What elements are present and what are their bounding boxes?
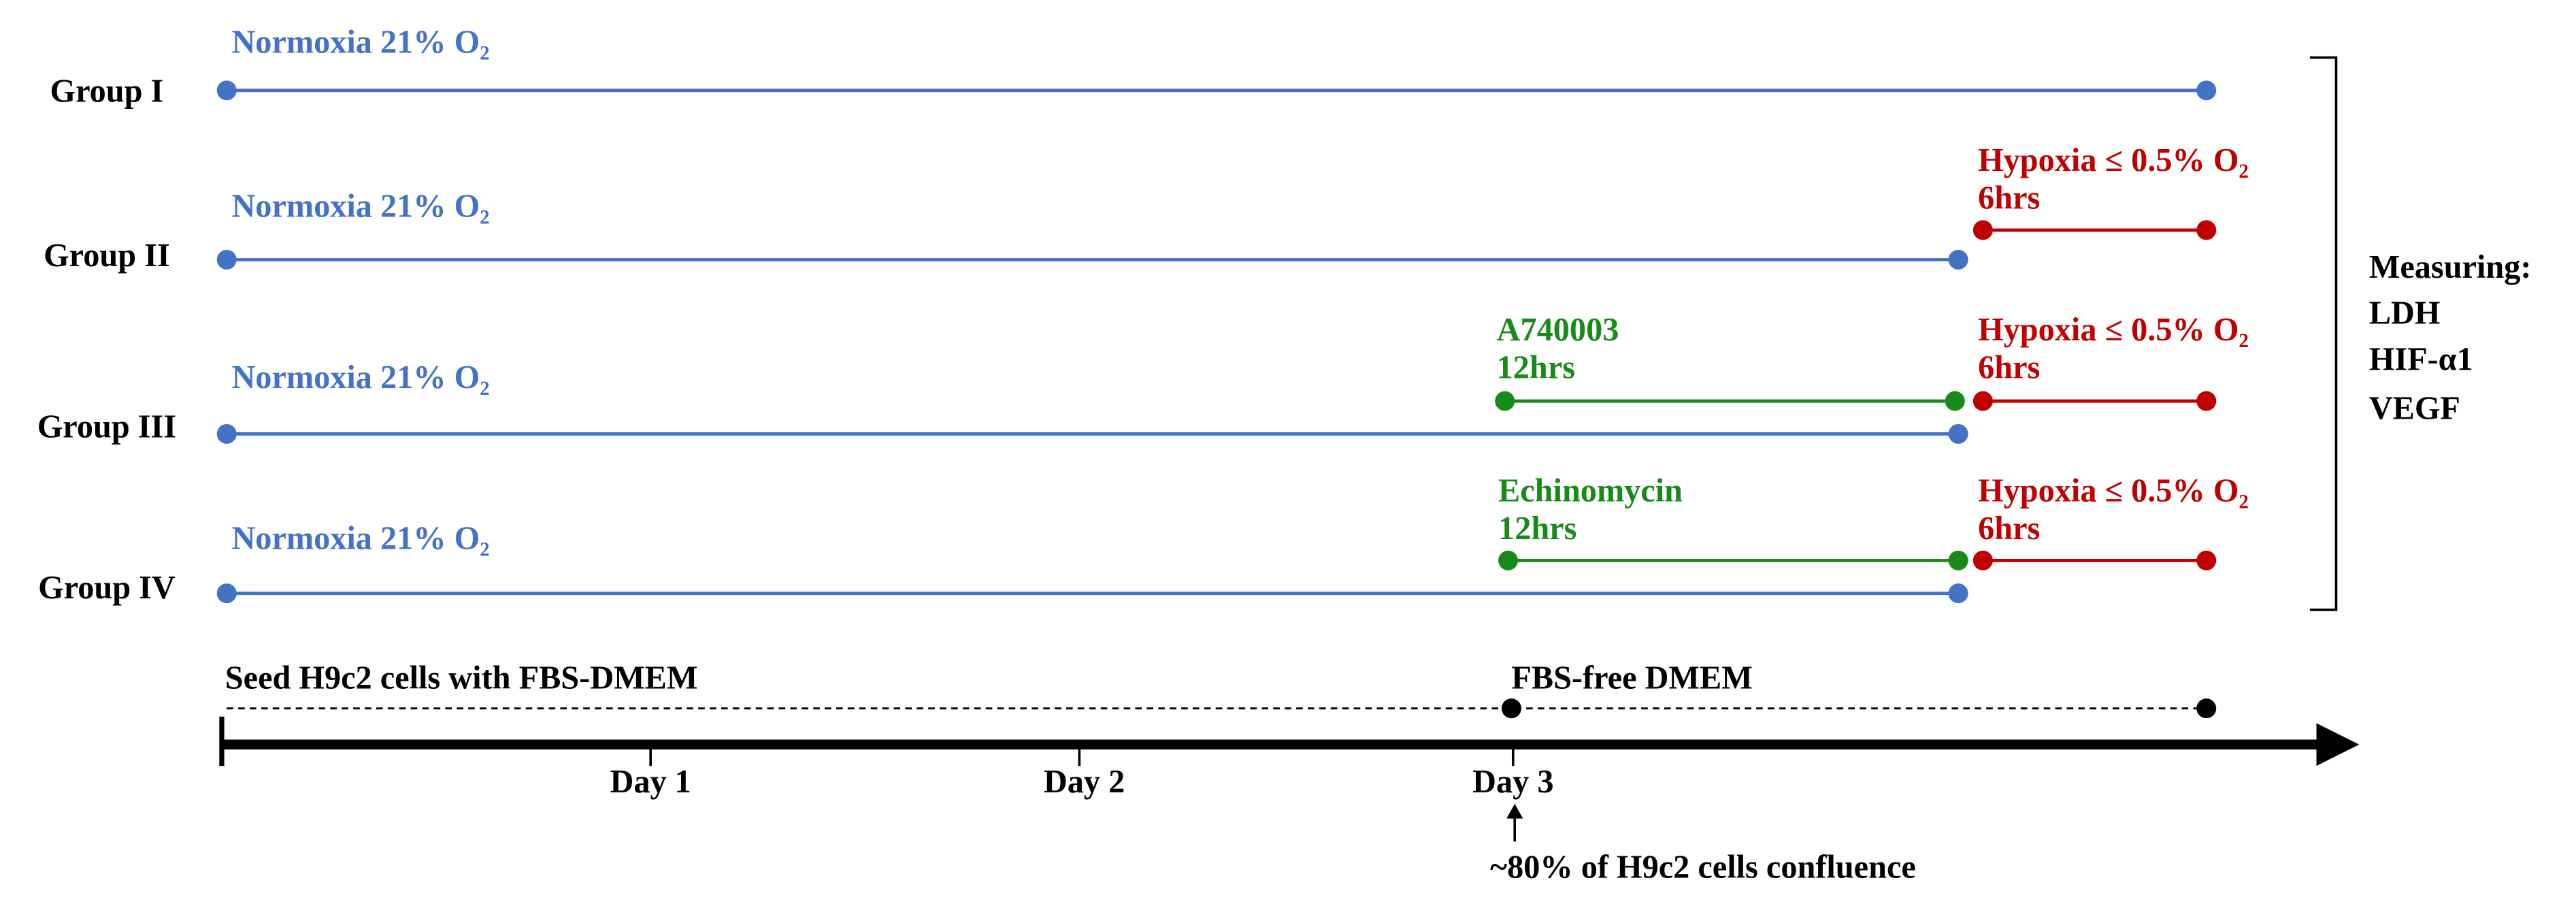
- normoxia-label: Normoxia 21% O₂: [231, 359, 489, 396]
- hypoxia-label: Hypoxia ≤ 0.5% O₂: [1978, 142, 2249, 178]
- day-label: Day 2: [1044, 764, 1125, 800]
- bracket: [2309, 56, 2338, 611]
- treatment-label: Echinomycin: [1498, 472, 1683, 508]
- measuring-item: VEGF: [2369, 391, 2460, 427]
- dot: [2196, 80, 2217, 101]
- dot: [216, 80, 237, 101]
- hypoxia-duration: 6hrs: [1978, 180, 2040, 216]
- normoxia-label: Normoxia 21% O₂: [231, 24, 489, 60]
- hypoxia-duration: 6hrs: [1978, 511, 2040, 547]
- day-label: Day 1: [610, 764, 691, 800]
- hypoxia-label: Hypoxia ≤ 0.5% O₂: [1978, 312, 2249, 348]
- dot: [1948, 550, 1968, 570]
- dot: [2196, 220, 2217, 240]
- group-label: Group IV: [38, 570, 176, 606]
- treatment-duration: 12hrs: [1497, 349, 1575, 385]
- dot: [216, 250, 237, 270]
- dot: [1501, 698, 1521, 719]
- seed-label: Seed H9c2 cells with FBS-DMEM: [225, 660, 698, 696]
- hypoxia-duration: 6hrs: [1978, 349, 2040, 385]
- arrowhead: [2316, 723, 2360, 766]
- dot: [216, 423, 237, 444]
- hypoxia-label: Hypoxia ≤ 0.5% O₂: [1978, 472, 2249, 508]
- serum-free-label: FBS-free DMEM: [1511, 660, 1752, 696]
- treatment-duration: 12hrs: [1498, 511, 1576, 547]
- day-label: Day 3: [1472, 764, 1553, 800]
- dot: [1972, 550, 1993, 570]
- dot: [2196, 698, 2217, 719]
- normoxia-label: Normoxia 21% O₂: [231, 189, 489, 225]
- dot: [1948, 423, 1968, 444]
- group-label: Group I: [50, 74, 164, 110]
- dot: [216, 583, 237, 604]
- confluence-note: ~80% of H9c2 cells confluence: [1490, 849, 1916, 885]
- group-label: Group II: [44, 238, 170, 274]
- dot: [1945, 391, 1965, 411]
- note-arrowhead: [1506, 803, 1523, 819]
- dot: [1948, 583, 1968, 604]
- measuring-item: LDH: [2369, 295, 2441, 332]
- dot: [1495, 391, 1515, 411]
- dot: [2196, 391, 2217, 411]
- dot: [1948, 250, 1968, 270]
- dot: [1498, 550, 1519, 570]
- dot: [2196, 550, 2217, 570]
- group-label: Group III: [37, 408, 176, 445]
- dot: [1972, 220, 1993, 240]
- measuring-title: Measuring:: [2369, 249, 2532, 285]
- measuring-item: HIF-α1: [2369, 341, 2473, 377]
- normoxia-label: Normoxia 21% O₂: [231, 520, 489, 556]
- treatment-label: A740003: [1497, 312, 1619, 348]
- dot: [1972, 391, 1993, 411]
